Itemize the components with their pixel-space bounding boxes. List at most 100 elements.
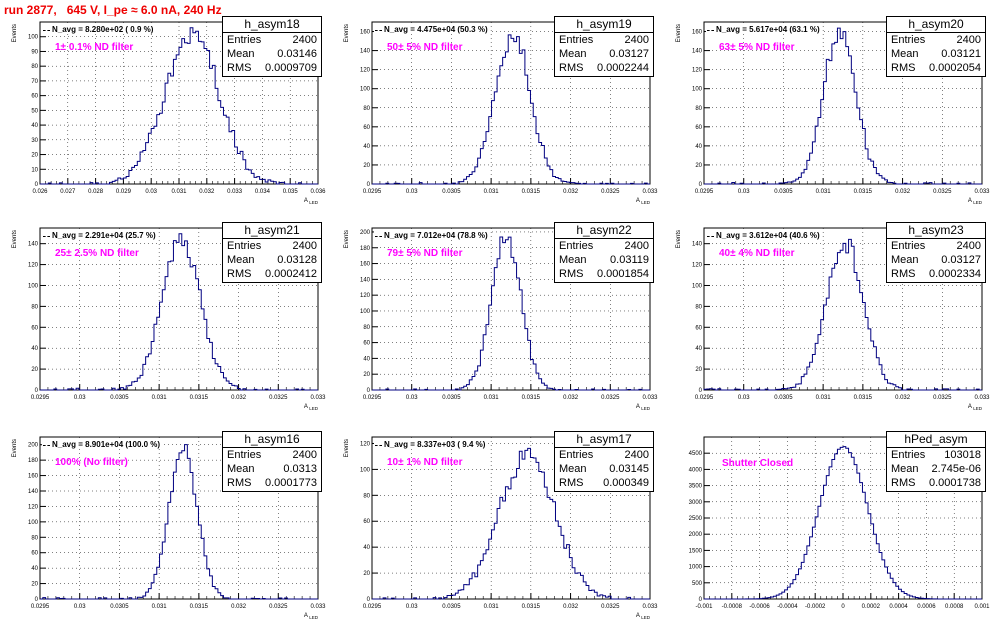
x-tick-label: 0.0295 xyxy=(363,189,382,195)
y-tick-label: 160 xyxy=(360,262,371,268)
stats-label: Entries xyxy=(227,240,262,252)
stats-label: RMS xyxy=(559,62,584,74)
pad-hped-asym: -0.001 -0.0008 -0.0006 -0.0004 -0.0002 0 0.000… xyxy=(664,415,996,622)
plot-frame xyxy=(371,436,651,600)
plot-frame xyxy=(371,21,651,185)
y-tick-label: 50 xyxy=(31,108,38,114)
y-tick-label: 3000 xyxy=(689,500,703,506)
stats-box-title: hPed_asym xyxy=(887,432,985,448)
histogram-plot: 0.0295 0.03 0.0305 0.031 0.0315 0.032 0.0325 0.… xyxy=(344,21,658,205)
pad-h-asym16: 0.0295 0.03 0.0305 0.031 0.0315 0.032 0.0325 0.… xyxy=(0,415,332,622)
x-tick-label: 0.0315 xyxy=(190,604,209,610)
x-tick-label: 0.032 xyxy=(563,604,579,610)
x-tick-label: 0.03 xyxy=(145,189,157,195)
pad-h-asym22: 0.0295 0.03 0.0305 0.031 0.0315 0.032 0.0325 0.… xyxy=(332,206,664,413)
y-tick-label: 80 xyxy=(363,493,370,499)
y-tick-label: 2500 xyxy=(689,516,703,522)
y-tick-label: 0 xyxy=(699,182,703,188)
y-tick-label: 140 xyxy=(692,242,703,248)
y-tick-label: 40 xyxy=(31,346,38,352)
stats-row-rms: RMS 0.0002054 xyxy=(887,61,985,75)
y-tick-label: 60 xyxy=(695,125,702,131)
plot-frame xyxy=(703,227,983,391)
x-tick-label: 0.0305 xyxy=(442,189,461,195)
x-tick-label: 0.0295 xyxy=(31,395,50,401)
x-tick-label: 0.0305 xyxy=(442,604,461,610)
stats-label: Mean xyxy=(891,48,919,60)
x-tick-label: -0.0008 xyxy=(722,604,743,610)
histogram-plot: 0.0295 0.03 0.0305 0.031 0.0315 0.032 0.0325 0.… xyxy=(12,227,326,411)
x-tick-label: 0.0295 xyxy=(363,604,382,610)
x-tick-label: 0.027 xyxy=(60,189,76,195)
stats-value: 103018 xyxy=(944,449,981,461)
stats-value: 0.03128 xyxy=(277,254,317,266)
stats-row-rms: RMS 0.0002334 xyxy=(887,267,985,281)
stats-label: RMS xyxy=(227,268,252,280)
y-tick-label: 40 xyxy=(31,566,38,572)
x-tick-label: 0.0305 xyxy=(110,604,129,610)
y-tick-label: 80 xyxy=(31,64,38,70)
stats-row-mean: Mean 0.03127 xyxy=(887,253,985,267)
stats-row-entries: Entries 2400 xyxy=(223,448,321,462)
stats-value: 0.0002054 xyxy=(929,62,981,74)
pad-h-asym23: 0.0295 0.03 0.0305 0.031 0.0315 0.032 0.0325 0.… xyxy=(664,206,996,413)
n-avg-text: N_avg = 7.012e+04 (78.8 %) xyxy=(384,231,488,240)
x-tick-label: -0.0002 xyxy=(805,604,826,610)
stats-row-mean: Mean 0.03146 xyxy=(223,47,321,61)
y-tick-label: 40 xyxy=(363,356,370,362)
stats-value: 0.0001738 xyxy=(929,477,981,489)
y-axis-title: Events xyxy=(12,230,18,248)
stats-value: 2400 xyxy=(624,34,649,46)
y-tick-label: 120 xyxy=(692,68,703,74)
y-tick-label: 4500 xyxy=(689,451,703,457)
n-avg-text: N_avg = 3.612e+04 (40.6 %) xyxy=(716,231,820,240)
y-tick-label: 60 xyxy=(363,519,370,525)
y-axis-title: Events xyxy=(344,439,350,457)
x-tick-label: 0.0295 xyxy=(31,604,50,610)
y-tick-label: 20 xyxy=(695,367,702,373)
y-tick-label: 20 xyxy=(31,582,38,588)
y-tick-label: 120 xyxy=(28,504,39,510)
n-avg-label: N_avg = 8.901e+04 (100.0 %) xyxy=(42,440,163,449)
y-axis-title: Events xyxy=(12,24,18,42)
stats-label: Mean xyxy=(559,463,587,475)
x-tick-label: 0.0004 xyxy=(889,604,908,610)
plot-frame xyxy=(371,227,651,391)
stats-box: h_asym18 Entries 2400 Mean 0.03146 RMS 0.00097… xyxy=(222,16,322,77)
x-tick-label: 0.029 xyxy=(116,189,132,195)
x-tick-label: -0.001 xyxy=(695,604,713,610)
stats-box: h_asym21 Entries 2400 Mean 0.03128 RMS 0.00024… xyxy=(222,222,322,283)
stats-row-mean: Mean 0.03119 xyxy=(555,253,653,267)
legend-line xyxy=(375,445,382,446)
stats-row-rms: RMS 0.0001854 xyxy=(555,267,653,281)
y-axis-title: Events xyxy=(344,230,350,248)
x-tick-label: 0.0305 xyxy=(442,395,461,401)
y-tick-label: 40 xyxy=(363,144,370,150)
plot-frame xyxy=(39,436,319,600)
filter-label: 10± 1% ND filter xyxy=(387,457,463,468)
n-avg-label: N_avg = 2.291e+04 (25.7 %) xyxy=(42,231,158,240)
plot-frame xyxy=(703,21,983,185)
y-tick-label: 100 xyxy=(360,467,371,473)
histogram-plot: 0.0295 0.03 0.0305 0.031 0.0315 0.032 0.0325 0.… xyxy=(12,436,326,620)
x-tick-label: 0.0325 xyxy=(269,395,288,401)
y-tick-label: 20 xyxy=(363,372,370,378)
legend-line xyxy=(43,445,50,446)
stats-value: 0.0002412 xyxy=(265,268,317,280)
y-tick-label: 10 xyxy=(31,167,38,173)
x-axis-title: A LED xyxy=(968,198,983,205)
y-tick-label: 0 xyxy=(35,388,39,394)
x-tick-label: 0.032 xyxy=(563,395,579,401)
x-tick-label: 0.0315 xyxy=(522,395,541,401)
stats-label: RMS xyxy=(227,62,252,74)
stats-row-entries: Entries 2400 xyxy=(223,239,321,253)
n-avg-label: N_avg = 8.280e+02 ( 0.9 %) xyxy=(42,25,156,34)
stats-row-entries: Entries 2400 xyxy=(555,448,653,462)
pad-h-asym19: 0.0295 0.03 0.0305 0.031 0.0315 0.032 0.0325 0.… xyxy=(332,0,664,207)
stats-box: h_asym23 Entries 2400 Mean 0.03127 RMS 0.00023… xyxy=(886,222,986,283)
x-axis-title: A LED xyxy=(636,404,651,411)
stats-box: h_asym19 Entries 2400 Mean 0.03127 RMS 0.00022… xyxy=(554,16,654,77)
stats-label: Mean xyxy=(227,254,255,266)
x-tick-label: -0.0006 xyxy=(749,604,770,610)
stats-label: RMS xyxy=(891,62,916,74)
